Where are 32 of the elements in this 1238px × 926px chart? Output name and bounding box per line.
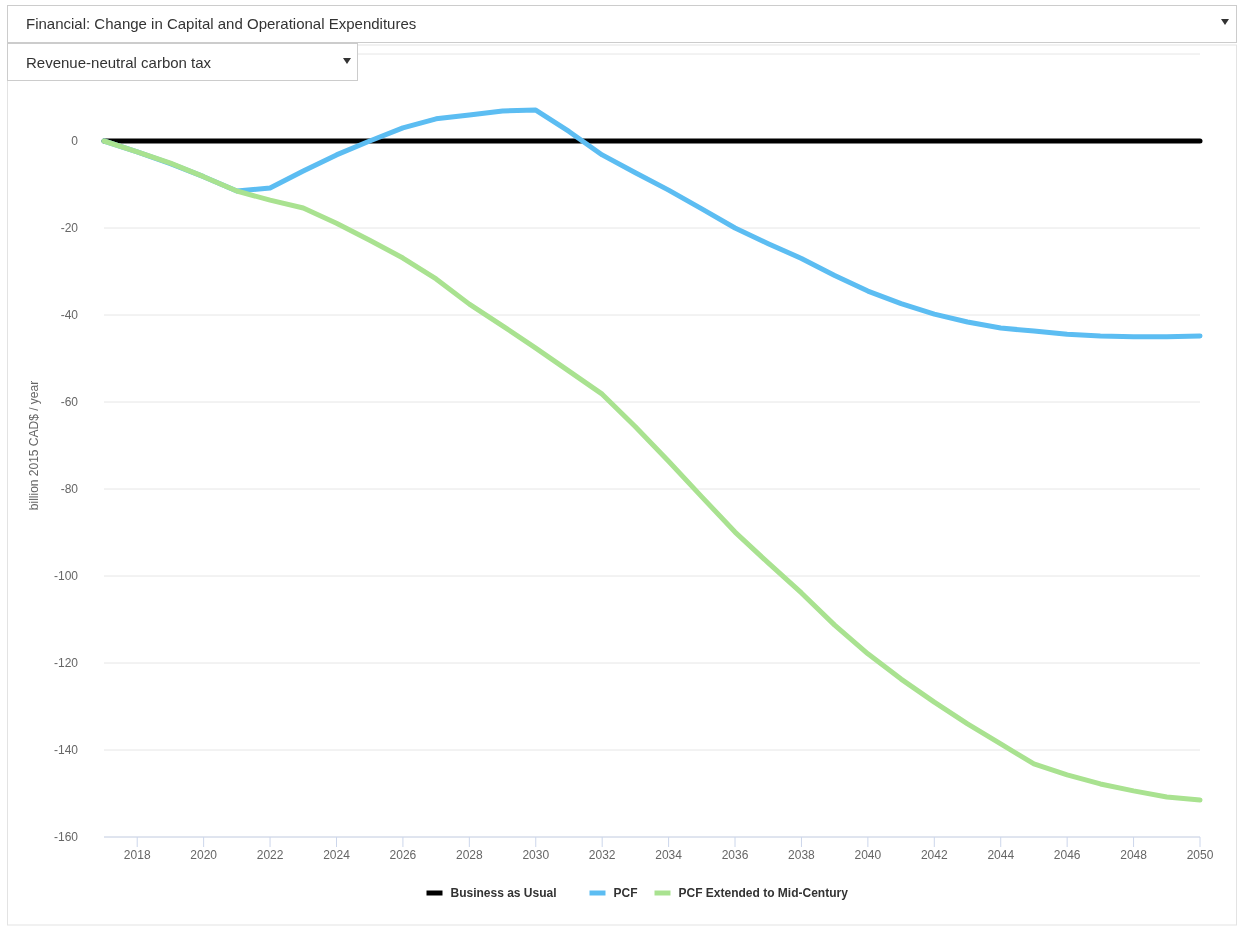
legend-label: Business as Usual xyxy=(450,886,557,900)
x-tick-label: 2038 xyxy=(788,848,816,862)
y-tick-label: -100 xyxy=(53,569,79,583)
chart-subtitle: Revenue-neutral carbon tax xyxy=(26,54,212,71)
chart-title: Financial: Change in Capital and Operational Expenditures xyxy=(26,15,417,32)
y-axis-title: billion 2015 CAD$ / year xyxy=(27,380,41,511)
x-tick-label: 2048 xyxy=(1120,848,1148,862)
y-tick-label: -60 xyxy=(60,395,79,409)
x-tick-label: 2018 xyxy=(123,848,151,862)
x-tick-label: 2044 xyxy=(987,848,1015,862)
y-tick-label: -40 xyxy=(60,308,79,322)
x-tick-label: 2036 xyxy=(721,848,749,862)
x-tick-label: 2028 xyxy=(455,848,483,862)
x-tick-label: 2032 xyxy=(588,848,616,862)
x-tick-label: 2022 xyxy=(256,848,284,862)
y-tick-label: -120 xyxy=(53,656,79,670)
y-tick-label: -80 xyxy=(60,482,79,496)
y-tick-label: -20 xyxy=(60,221,79,235)
x-tick-label: 2042 xyxy=(920,848,948,862)
y-tick-label: -140 xyxy=(53,743,79,757)
x-tick-label: 2046 xyxy=(1053,848,1081,862)
legend-label: PCF xyxy=(613,886,638,900)
x-tick-label: 2030 xyxy=(522,848,550,862)
x-tick-label: 2026 xyxy=(389,848,417,862)
x-tick-label: 2020 xyxy=(190,848,218,862)
x-tick-label: 2040 xyxy=(854,848,882,862)
x-tick-label: 2050 xyxy=(1186,848,1214,862)
y-tick-label: 0 xyxy=(71,134,79,148)
x-tick-label: 2034 xyxy=(655,848,683,862)
y-tick-label: -160 xyxy=(53,830,79,844)
x-tick-label: 2024 xyxy=(323,848,351,862)
legend-label: PCF Extended to Mid-Century xyxy=(678,886,849,900)
